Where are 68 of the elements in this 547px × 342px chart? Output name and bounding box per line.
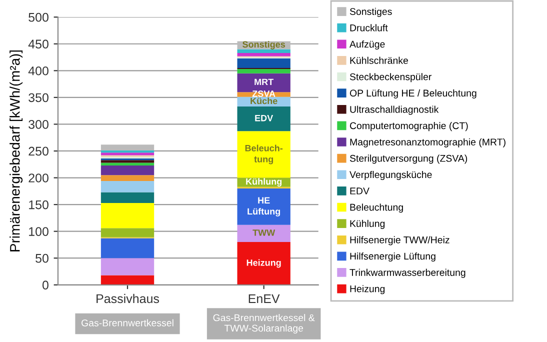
legend-label: Beleuchtung — [350, 204, 403, 213]
bar — [100, 258, 154, 276]
bar — [100, 275, 154, 285]
legend-label: Sterilgutversorgung (ZSVA) — [350, 154, 468, 164]
bar — [100, 162, 154, 166]
bar — [100, 175, 154, 181]
legend-label: EDV — [350, 188, 370, 194]
text: Gas-Brennwertkessel & TWW-Solaranlage — [213, 314, 315, 334]
data-label: HE Lüftung — [248, 197, 280, 216]
bar — [237, 73, 290, 92]
data-label: Heizung — [246, 259, 281, 268]
data-label: Beleuch- tung — [245, 144, 283, 164]
legend-label: Heizung — [350, 285, 385, 294]
legend-label: Steckbeckenspüler — [350, 73, 432, 82]
bar — [237, 106, 290, 132]
data-label: Küche — [250, 98, 278, 104]
legend-label: Trinkwarmwasserbereitung — [350, 268, 466, 278]
y-tick-label: 500 — [28, 12, 48, 22]
legend-label: Aufzüge — [350, 40, 385, 50]
bar — [100, 238, 154, 258]
y-tick-label: 400 — [28, 66, 48, 76]
data-label: EDV — [255, 114, 274, 122]
x-tick-label: EnEV — [248, 294, 280, 303]
bar — [100, 150, 154, 153]
legend-label: Kühlung — [350, 220, 385, 229]
data-label: TWW — [252, 230, 276, 236]
bar — [237, 52, 290, 56]
legend-label: Kühlschränke — [350, 56, 408, 64]
bar — [100, 228, 154, 238]
y-tick-label: 250 — [28, 146, 48, 156]
y-tick-label: 300 — [28, 120, 48, 129]
data-label: Kühlung — [246, 178, 282, 187]
bar — [237, 131, 290, 178]
legend-label: Verpflegungsküche — [350, 170, 432, 180]
legend-label: Ultraschalldiagnostik — [350, 106, 439, 115]
y-tick-label: 0 — [42, 280, 48, 290]
bar — [100, 152, 154, 156]
data-label: MRT — [254, 78, 274, 86]
legend-label: Druckluft — [350, 24, 388, 32]
y-axis-title: Primärenergiebedarf [kWh/(m²a)] — [10, 50, 23, 252]
y-tick-label: 450 — [28, 40, 48, 49]
bar — [100, 192, 154, 203]
data-label: Sonstiges — [242, 40, 286, 50]
bar — [100, 180, 154, 192]
y-tick-label: 100 — [29, 227, 48, 236]
legend-label: Magnetresonanztomographie (MRT) — [350, 138, 506, 148]
y-tick-label: 50 — [36, 254, 48, 263]
bar — [100, 202, 154, 228]
legend-label: Computertomographie (CT) — [350, 122, 468, 132]
y-tick-label: 200 — [28, 174, 48, 182]
legend-label: Hilfsenergie Lüftung — [350, 252, 436, 262]
bar — [100, 144, 154, 150]
bar — [100, 160, 154, 163]
bar — [237, 242, 290, 285]
bar — [237, 58, 290, 68]
data-label: ZSVA — [252, 90, 276, 97]
legend-label: Hilfsenergie TWW/Heiz — [350, 236, 450, 246]
bar — [237, 188, 290, 225]
y-tick-label: 150 — [29, 200, 48, 210]
bar — [100, 165, 154, 176]
bar — [237, 49, 290, 53]
legend-label: OP Lüftung HE / Beleuchtung — [350, 89, 476, 98]
text: Gas-Brennwertkessel — [82, 319, 174, 326]
bar — [237, 224, 290, 242]
y-tick-label: 350 — [28, 93, 48, 102]
x-tick-label: Passivhaus — [96, 294, 160, 304]
legend-label: Sonstiges — [350, 8, 392, 17]
bar — [237, 69, 290, 74]
